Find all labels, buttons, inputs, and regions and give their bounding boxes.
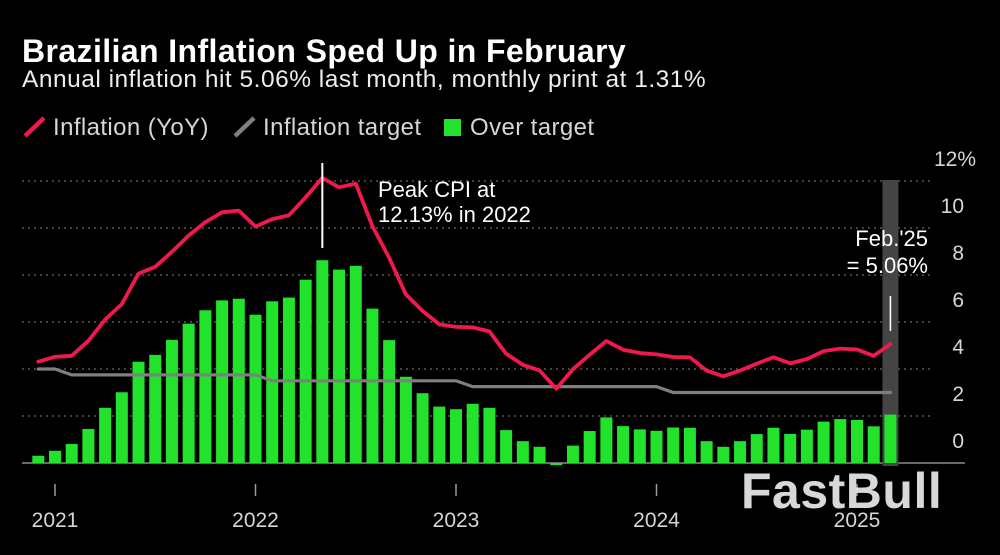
x-tick-label: 2022 bbox=[232, 509, 279, 532]
bar-over-target bbox=[650, 430, 663, 463]
bar-over-target bbox=[683, 427, 696, 463]
legend-swatch-inflation-target bbox=[233, 116, 256, 138]
bar-over-target bbox=[750, 434, 763, 463]
annotation-peak-text-line1: Peak CPI at bbox=[378, 177, 495, 202]
bar-over-target bbox=[132, 361, 145, 463]
legend-label-inflation-target: Inflation target bbox=[263, 114, 422, 141]
bar-over-target bbox=[65, 443, 78, 463]
bar-over-target bbox=[466, 403, 479, 463]
y-tick-label: 6 bbox=[952, 289, 964, 312]
bar-over-target bbox=[383, 340, 396, 463]
bar-over-target bbox=[115, 392, 128, 463]
axis-labels: 0 2 4 6 8 10 12% 2021 2022 2023 2024 2025 bbox=[32, 148, 976, 532]
legend-swatch-inflation-yoy bbox=[23, 116, 46, 138]
y-tick-label: 0 bbox=[952, 430, 964, 453]
bar-over-target bbox=[249, 314, 262, 463]
bar-over-target bbox=[299, 279, 312, 463]
bar-over-target bbox=[550, 463, 563, 466]
bar-over-target bbox=[82, 428, 95, 463]
x-tick-label: 2025 bbox=[834, 509, 881, 532]
bar-over-target bbox=[316, 260, 329, 463]
bar-over-target bbox=[566, 445, 579, 463]
bar-over-target bbox=[199, 310, 212, 463]
bar-over-target bbox=[867, 426, 880, 463]
bar-over-target bbox=[399, 376, 412, 463]
bar-over-target bbox=[450, 409, 462, 463]
bar-over-target bbox=[700, 441, 713, 463]
bar-over-target bbox=[784, 433, 797, 463]
bar-over-target bbox=[216, 300, 229, 463]
bar-over-target bbox=[834, 419, 847, 463]
annotation-latest-text-line2: = 5.06% bbox=[847, 253, 928, 278]
bar-over-target bbox=[349, 265, 362, 463]
bar-over-target bbox=[851, 419, 863, 463]
x-tick-label: 2024 bbox=[633, 509, 680, 532]
inflation-target-line bbox=[36, 367, 892, 395]
bar-over-target bbox=[232, 298, 245, 463]
bar-over-target bbox=[165, 339, 178, 463]
y-tick-label: 8 bbox=[952, 242, 964, 265]
bar-over-target bbox=[49, 450, 61, 463]
x-tick-label: 2023 bbox=[433, 509, 480, 532]
watermark-logo: FastBull bbox=[741, 463, 943, 519]
bar-over-target bbox=[483, 407, 496, 463]
bar-over-target bbox=[149, 354, 162, 463]
bar-over-target bbox=[734, 441, 747, 463]
annotation-latest-text-line1: Feb.'25 bbox=[855, 226, 928, 251]
chart-subtitle: Annual inflation hit 5.06% last month, m… bbox=[22, 66, 707, 93]
legend-label-over-target: Over target bbox=[470, 114, 595, 141]
bar-over-target bbox=[533, 446, 546, 463]
bar-over-target bbox=[366, 308, 379, 463]
bar-over-target bbox=[416, 393, 429, 463]
bar-over-target bbox=[884, 414, 897, 463]
bar-over-target bbox=[600, 417, 613, 463]
inflation-yoy-line bbox=[36, 176, 893, 391]
bar-over-target bbox=[617, 426, 630, 463]
bar-over-target bbox=[433, 406, 446, 463]
bar-over-target bbox=[800, 429, 813, 463]
bar-over-target bbox=[817, 421, 830, 463]
bar-over-target bbox=[633, 429, 646, 463]
plot-area bbox=[22, 163, 965, 466]
bar-over-target bbox=[182, 323, 195, 463]
bar-over-target bbox=[333, 269, 346, 463]
annotation-latest: Feb.'25 = 5.06% bbox=[847, 226, 928, 278]
bar-over-target bbox=[516, 441, 529, 463]
bar-over-target bbox=[767, 427, 780, 463]
legend-swatch-over-target bbox=[444, 119, 461, 136]
y-tick-label: 10 bbox=[941, 195, 964, 218]
bar-over-target bbox=[667, 427, 680, 463]
over-target-bars bbox=[32, 260, 897, 466]
bar-over-target bbox=[99, 407, 112, 463]
bar-over-target bbox=[32, 455, 45, 463]
bar-over-target bbox=[583, 431, 596, 463]
legend-label-inflation-yoy: Inflation (YoY) bbox=[53, 114, 209, 141]
y-tick-label: 12% bbox=[934, 148, 976, 171]
bar-over-target bbox=[500, 430, 513, 463]
x-tick-label: 2021 bbox=[32, 509, 79, 532]
y-tick-label: 2 bbox=[952, 383, 964, 406]
y-tick-label: 4 bbox=[952, 336, 964, 359]
bar-over-target bbox=[717, 446, 730, 463]
annotation-peak: Peak CPI at 12.13% in 2022 bbox=[378, 177, 531, 227]
chart-title: Brazilian Inflation Sped Up in February bbox=[22, 33, 627, 69]
annotation-peak-text-line2: 12.13% in 2022 bbox=[378, 202, 531, 227]
